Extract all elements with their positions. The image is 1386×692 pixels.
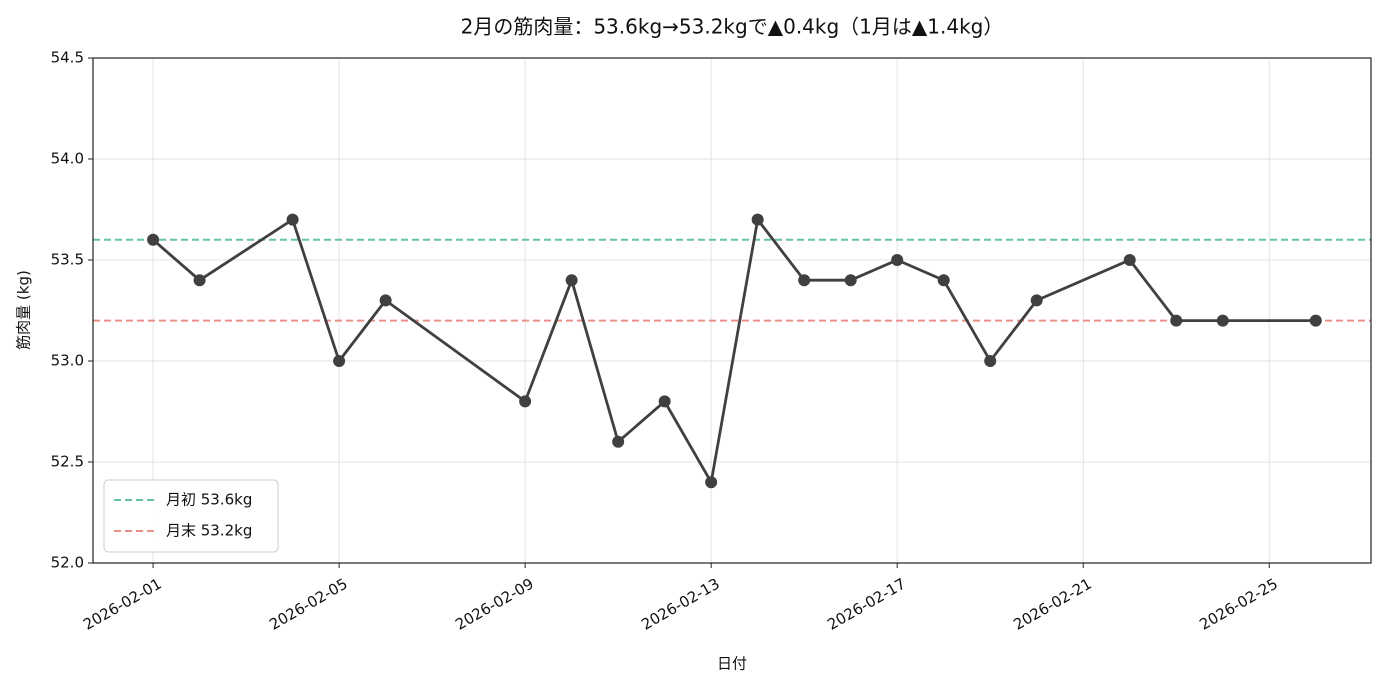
data-point	[1309, 314, 1322, 327]
data-point	[705, 476, 718, 489]
data-point	[937, 274, 950, 287]
data-point	[1216, 314, 1229, 327]
data-point	[1030, 294, 1043, 307]
data-line	[152, 216, 1316, 487]
x-tick-label: 2026-02-13	[638, 575, 723, 634]
data-point	[1123, 254, 1136, 266]
data-point	[193, 274, 206, 287]
x-axis-label: 日付	[717, 655, 747, 673]
data-point	[379, 294, 392, 307]
y-tick-label: 54.5	[51, 49, 84, 67]
data-point	[1170, 314, 1183, 327]
y-tick-label: 52.5	[51, 453, 84, 471]
x-tick-label: 2026-02-09	[452, 575, 537, 634]
y-tick-label: 54.0	[51, 150, 84, 168]
plot-frame	[92, 57, 1372, 564]
legend-label: 月末 53.2kg	[166, 522, 252, 540]
x-tick-label: 2026-02-01	[80, 575, 165, 634]
y-axis-label: 筋肉量 (kg)	[15, 270, 33, 350]
x-tick-label: 2026-02-21	[1010, 575, 1095, 634]
legend-label: 月初 53.6kg	[166, 491, 252, 509]
data-point	[844, 274, 857, 287]
data-point	[984, 355, 997, 367]
data-point	[333, 355, 346, 367]
x-tick-label: 2026-02-05	[266, 575, 351, 634]
y-tick-label: 53.0	[51, 352, 84, 370]
data-point	[147, 233, 160, 246]
data-point	[286, 213, 299, 226]
y-tick-label: 52.0	[51, 554, 84, 572]
data-point	[798, 274, 811, 287]
data-point	[891, 254, 904, 266]
x-tick-label: 2026-02-25	[1196, 575, 1281, 634]
data-point	[519, 395, 532, 408]
data-point	[612, 435, 625, 448]
legend-box	[103, 479, 279, 553]
y-tick-label: 53.5	[51, 251, 84, 269]
chart-title: 2月の筋肉量：53.6kg→53.2kgで▲0.4kg（1月は▲1.4kg）	[461, 15, 1004, 39]
data-point	[658, 395, 671, 408]
x-tick-label: 2026-02-17	[824, 575, 909, 634]
data-point	[565, 274, 578, 287]
data-point	[751, 213, 764, 226]
